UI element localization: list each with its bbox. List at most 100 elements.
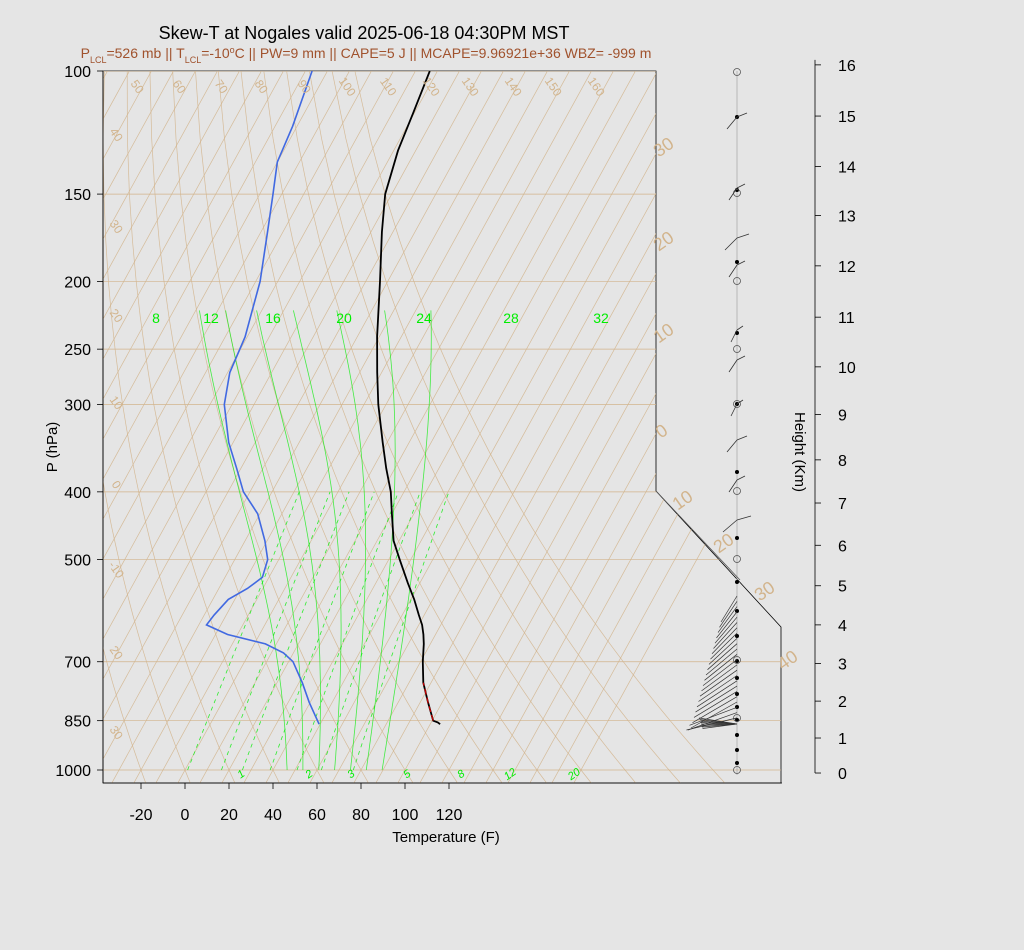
height-tick-label: 11 bbox=[838, 310, 855, 327]
subtitle-p-sub: LCL bbox=[90, 55, 107, 65]
dry-adiabat-line bbox=[25, 71, 102, 785]
wind-level-dot bbox=[735, 634, 739, 638]
wind-calm-circle bbox=[733, 555, 741, 563]
isotherm-line bbox=[176, 71, 579, 783]
isotherm-line bbox=[103, 71, 227, 783]
isotherm-line bbox=[103, 71, 469, 783]
x-tick-label: 80 bbox=[352, 807, 370, 824]
isotherm-label-top: 50 bbox=[128, 77, 147, 96]
height-tick-label: 9 bbox=[838, 407, 847, 424]
moist-adiabat-label: 8 bbox=[152, 310, 160, 326]
isotherm-line bbox=[396, 71, 781, 783]
wind-barb bbox=[689, 706, 738, 726]
height-tick-label: 14 bbox=[838, 160, 856, 177]
wind-barb bbox=[726, 439, 738, 453]
mixing-ratio-line bbox=[269, 491, 375, 771]
isotherm-line bbox=[242, 71, 645, 783]
isotherm-label-right: 0 bbox=[652, 420, 672, 442]
subtitle-t-val: =-10 bbox=[201, 45, 230, 61]
isotherm-label-right: 30 bbox=[650, 133, 678, 161]
mixing-ratio-line bbox=[221, 491, 331, 771]
wind-level-dot bbox=[735, 705, 739, 709]
isotherm-label-right: 40 bbox=[774, 646, 802, 674]
isotherm-label-top: 60 bbox=[170, 77, 189, 96]
moist-adiabat-label: 20 bbox=[336, 310, 352, 326]
wind-level-dot bbox=[735, 609, 739, 613]
x-axis-label: Temperature (F) bbox=[392, 829, 500, 846]
dry-adiabat-line bbox=[126, 71, 281, 783]
mixing-ratio-line bbox=[242, 491, 350, 771]
height-tick-label: 3 bbox=[838, 656, 847, 673]
subtitle-rest: C || PW=9 mm || CAPE=5 J || MCAPE=9.9692… bbox=[235, 45, 652, 61]
wind-barb bbox=[696, 680, 738, 708]
isotherm-label-top: 160 bbox=[585, 74, 608, 99]
wind-barb bbox=[716, 611, 738, 639]
isotherm-line bbox=[132, 71, 535, 783]
isotherm-line bbox=[103, 71, 447, 783]
wind-barb bbox=[711, 627, 738, 655]
wind-level-dot bbox=[735, 692, 739, 696]
x-tick-label: 40 bbox=[264, 807, 282, 824]
isotherm-line bbox=[308, 71, 711, 783]
dewpoint-trace bbox=[205, 71, 320, 725]
mixing-ratio-label: 12 bbox=[502, 766, 519, 783]
chart-subtitle: PLCL=526 mb || TLCL=-10oC || PW=9 mm || … bbox=[81, 45, 652, 65]
isotherm-label-left: -10 bbox=[106, 559, 128, 582]
wind-level-dot bbox=[735, 718, 739, 722]
isotherm-line bbox=[103, 71, 271, 783]
wind-calm-circle bbox=[733, 400, 741, 408]
moist-adiabat-label: 28 bbox=[503, 310, 519, 326]
isotherm-label-top: 100 bbox=[336, 74, 359, 99]
isotherm-line bbox=[198, 71, 601, 783]
wind-level-dot bbox=[735, 676, 739, 680]
moist-adiabat-line bbox=[365, 310, 396, 771]
moist-adiabat-line bbox=[225, 310, 304, 770]
isotherm-line bbox=[103, 71, 293, 783]
isotherm-label-top: 130 bbox=[459, 74, 482, 99]
height-tick-label: 10 bbox=[838, 360, 856, 377]
wind-barb bbox=[695, 685, 738, 713]
wind-barb bbox=[699, 669, 738, 697]
p-tick-label: 400 bbox=[64, 485, 91, 502]
mixing-ratio-label: 20 bbox=[565, 766, 583, 784]
isotherm-label-right: 10 bbox=[650, 319, 678, 347]
x-tick-label: 0 bbox=[181, 807, 190, 824]
isotherm-label-left: 0 bbox=[109, 478, 124, 492]
wind-level-dot bbox=[735, 470, 739, 474]
isotherm-line bbox=[572, 71, 781, 783]
wind-barb bbox=[728, 359, 738, 373]
wind-frame-edge bbox=[655, 490, 741, 581]
wind-barb bbox=[702, 659, 738, 686]
isopleth-labels: 50 60 70 80 90 100 110 120 130 140 150 160403020100… bbox=[106, 74, 802, 783]
isotherm-line bbox=[103, 71, 491, 783]
height-tick-label: 13 bbox=[838, 209, 856, 226]
x-tick-label: 60 bbox=[308, 807, 326, 824]
wind-barb bbox=[736, 355, 746, 361]
p-tick-label: 1000 bbox=[55, 763, 91, 780]
height-axis-label: Height (Km) bbox=[791, 412, 808, 492]
isotherm-line bbox=[110, 71, 513, 783]
wind-level-dot bbox=[735, 761, 739, 765]
height-tick-label: 16 bbox=[838, 58, 856, 75]
sounding-profiles bbox=[205, 71, 441, 725]
mixing-ratio-label: 5 bbox=[401, 767, 414, 781]
wind-barb bbox=[736, 435, 748, 441]
isotherm-label-right: 30 bbox=[751, 577, 779, 605]
wind-barb bbox=[736, 260, 746, 266]
dry-adiabat-line bbox=[354, 71, 727, 783]
wind-calm-circle bbox=[733, 277, 741, 285]
wind-barb bbox=[722, 519, 738, 533]
wind-barb bbox=[724, 237, 738, 251]
p-tick-label: 850 bbox=[64, 714, 91, 731]
isotherm-label-left: 40 bbox=[107, 125, 126, 144]
isotherm-line bbox=[330, 71, 733, 783]
height-tick-label: 5 bbox=[838, 579, 847, 596]
p-tick-label: 100 bbox=[64, 64, 91, 81]
wind-calm-circle bbox=[733, 487, 741, 495]
wind-calm-circle bbox=[733, 766, 741, 774]
isotherm-line bbox=[0, 55, 50, 784]
y-axis-label: P (hPa) bbox=[44, 422, 61, 473]
isotherm-line bbox=[550, 71, 781, 783]
wind-level-dot bbox=[735, 260, 739, 264]
